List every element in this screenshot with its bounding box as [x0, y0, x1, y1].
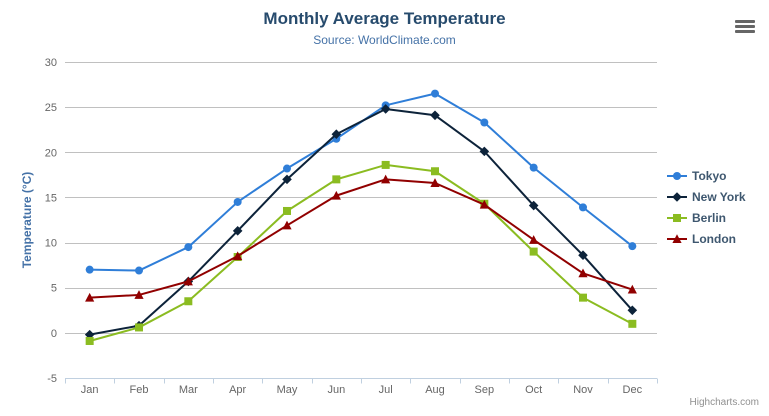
- series-tokyo[interactable]: [85, 89, 637, 275]
- export-menu-button[interactable]: [733, 16, 757, 36]
- svg-text:-5: -5: [47, 373, 57, 385]
- svg-text:Aug: Aug: [425, 384, 445, 396]
- diamond-marker-icon: [667, 191, 687, 202]
- svg-text:Oct: Oct: [525, 384, 542, 396]
- legend-item-tokyo[interactable]: Tokyo: [667, 165, 746, 186]
- svg-text:Nov: Nov: [573, 384, 593, 396]
- x-axis-labels: Jan Feb Mar Apr May Jun Jul Aug Sep Oct Nov Dec: [81, 384, 643, 396]
- svg-text:15: 15: [45, 192, 57, 204]
- chart-subtitle: Source: WorldClimate.com: [313, 33, 456, 47]
- x-axis: [65, 378, 658, 384]
- svg-text:25: 25: [45, 102, 57, 114]
- svg-text:May: May: [277, 384, 298, 396]
- legend-label: New York: [692, 189, 746, 204]
- series-new-york[interactable]: [84, 104, 638, 340]
- svg-text:20: 20: [45, 147, 57, 159]
- triangle-marker-icon: [667, 233, 687, 243]
- svg-text:Jul: Jul: [379, 384, 393, 396]
- square-marker-icon: [667, 213, 687, 222]
- y-axis-title: Temperature (°C): [20, 171, 34, 269]
- svg-text:Mar: Mar: [179, 384, 198, 396]
- credits-link[interactable]: Highcharts.com: [689, 397, 759, 408]
- legend-item-berlin[interactable]: Berlin: [667, 207, 746, 228]
- legend-label: London: [692, 231, 736, 246]
- y-axis-labels: -5 0 5 10 15 20 25 30: [45, 57, 57, 385]
- svg-text:0: 0: [51, 328, 57, 340]
- svg-text:Dec: Dec: [623, 384, 643, 396]
- chart-title: Monthly Average Temperature: [263, 9, 506, 28]
- legend-label: Berlin: [692, 210, 727, 225]
- series-london[interactable]: [85, 174, 637, 302]
- svg-text:5: 5: [51, 283, 57, 295]
- legend: Tokyo New York Berlin London: [667, 165, 746, 249]
- legend-label: Tokyo: [692, 168, 727, 183]
- legend-item-london[interactable]: London: [667, 228, 746, 249]
- legend-item-new-york[interactable]: New York: [667, 186, 746, 207]
- circle-marker-icon: [667, 171, 687, 180]
- svg-text:Jan: Jan: [81, 384, 99, 396]
- svg-text:30: 30: [45, 57, 57, 69]
- series-berlin[interactable]: [85, 160, 637, 345]
- svg-text:Feb: Feb: [130, 384, 149, 396]
- svg-text:10: 10: [45, 238, 57, 250]
- svg-text:Apr: Apr: [229, 384, 246, 396]
- svg-text:Sep: Sep: [475, 384, 495, 396]
- svg-text:Jun: Jun: [327, 384, 345, 396]
- gridlines: [65, 62, 657, 379]
- hamburger-icon: [735, 18, 755, 35]
